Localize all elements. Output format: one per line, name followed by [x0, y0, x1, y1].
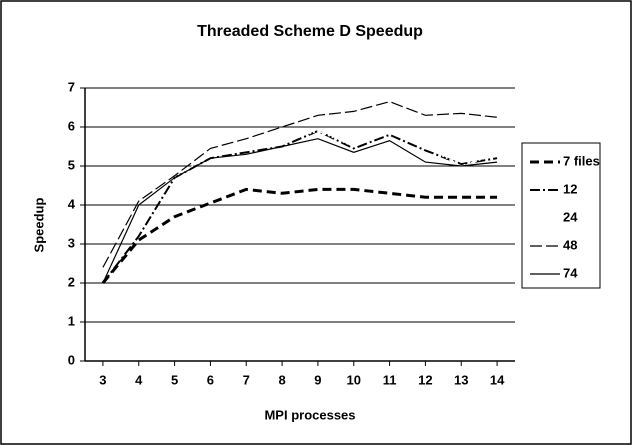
y-tick-label: 2	[68, 274, 75, 289]
series-line	[102, 129, 498, 284]
x-tick-label: 6	[207, 372, 214, 387]
y-tick-label: 3	[68, 235, 75, 250]
y-tick-label: 0	[68, 352, 75, 367]
x-tick-label: 14	[490, 372, 505, 387]
x-tick-label: 11	[383, 372, 397, 387]
y-axis-label: Speedup	[31, 197, 46, 252]
legend-box	[521, 142, 601, 289]
y-tick-label: 4	[68, 196, 76, 211]
x-tick-label: 12	[418, 372, 432, 387]
y-tick-label: 7	[68, 79, 75, 94]
x-tick-label: 13	[454, 372, 468, 387]
y-tick-label: 1	[68, 313, 75, 328]
legend-label: 7 files	[563, 153, 600, 168]
x-axis-label: MPI processes	[264, 407, 355, 422]
legend-label: 24	[563, 209, 578, 224]
legend-label: 48	[563, 237, 577, 252]
legend-label: 12	[563, 181, 577, 196]
chart-title: Threaded Scheme D Speedup	[197, 23, 423, 40]
series-line	[102, 138, 498, 284]
x-tick-label: 7	[243, 372, 250, 387]
legend-label: 74	[563, 265, 578, 280]
y-tick-label: 6	[68, 118, 75, 133]
x-tick-label: 3	[99, 372, 106, 387]
series-line	[101, 187, 498, 284]
x-tick-label: 5	[171, 372, 178, 387]
series-line	[102, 101, 498, 268]
x-tick-label: 8	[278, 372, 285, 387]
x-tick-label: 9	[314, 372, 321, 387]
x-tick-label: 10	[347, 372, 361, 387]
y-tick-label: 5	[68, 157, 75, 172]
x-tick-label: 4	[135, 372, 143, 387]
